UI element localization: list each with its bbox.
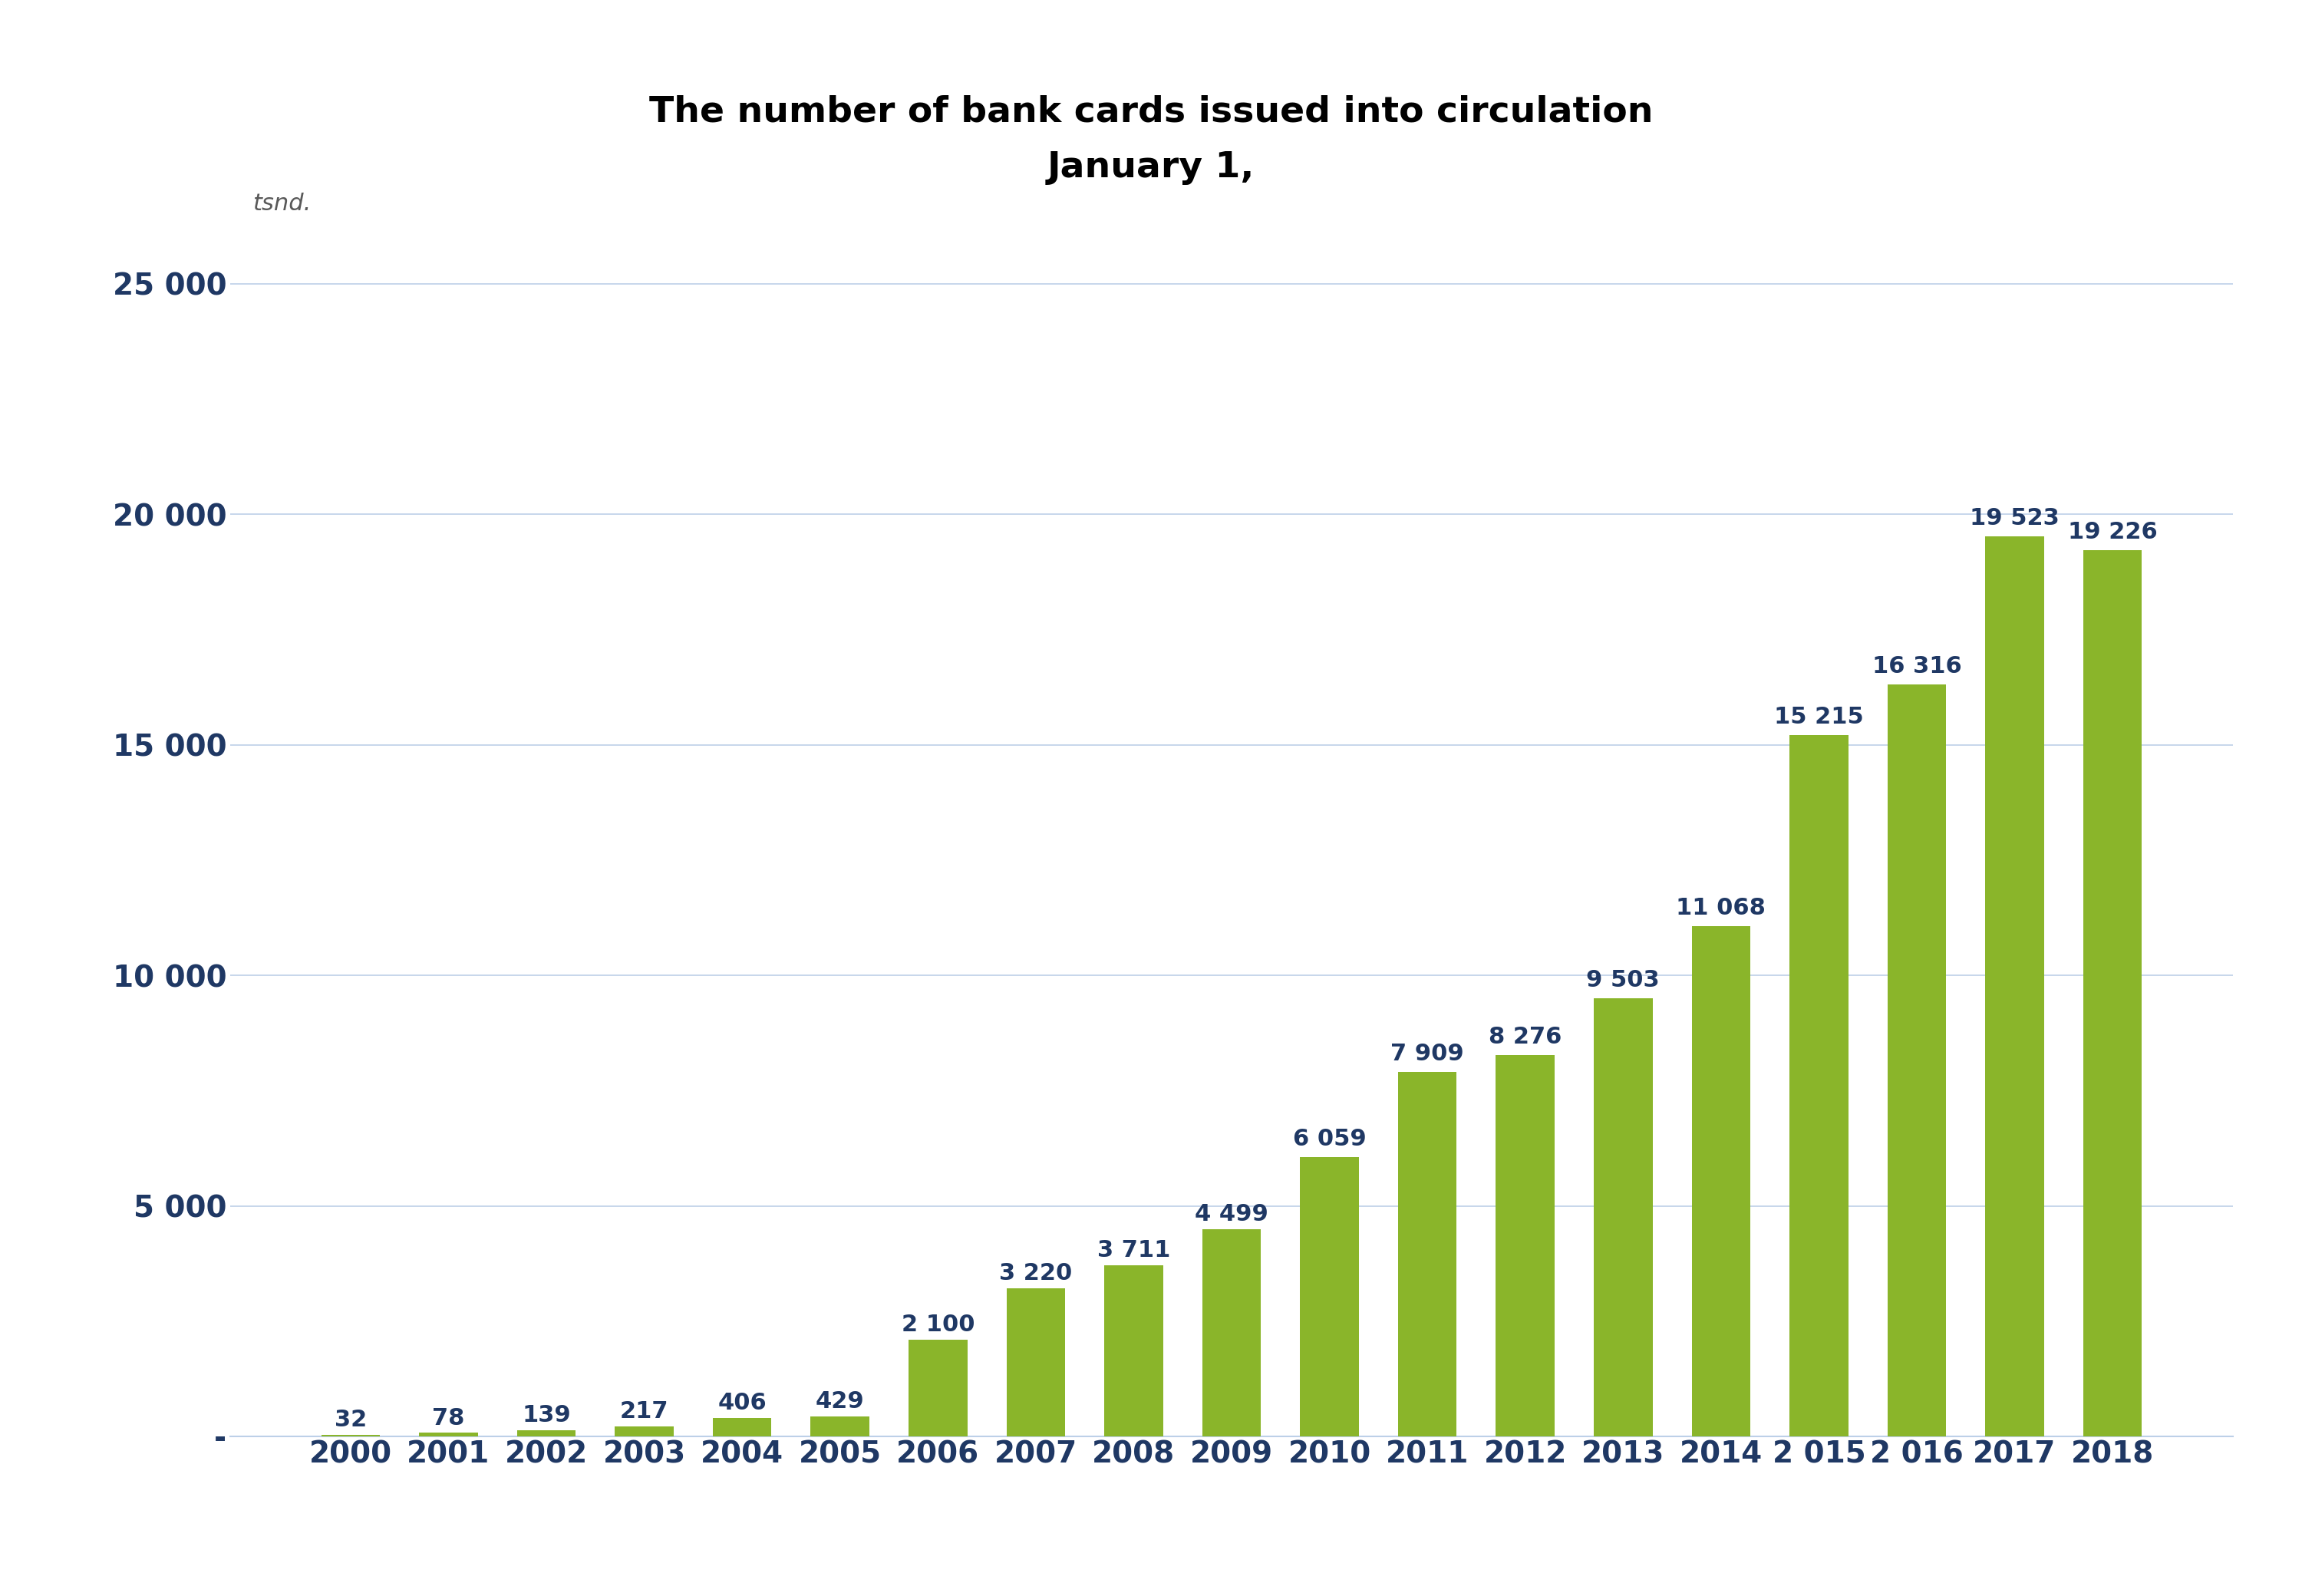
Text: 32: 32 (334, 1409, 366, 1432)
Text: 4 499: 4 499 (1195, 1203, 1268, 1226)
Text: 406: 406 (718, 1392, 767, 1414)
Bar (1593, 998, 1653, 1436)
Text: 19 226: 19 226 (2067, 520, 2157, 543)
Bar (1984, 536, 2044, 1436)
Text: January 1,: January 1, (1047, 150, 1255, 185)
Bar (1397, 1073, 1457, 1436)
Text: tsnd.: tsnd. (253, 193, 311, 214)
Bar (1006, 1288, 1066, 1436)
Text: The number of bank cards issued into circulation: The number of bank cards issued into cir… (649, 94, 1653, 129)
Bar (909, 1339, 967, 1436)
Text: 78: 78 (433, 1406, 465, 1428)
Bar (419, 1433, 479, 1436)
Bar (2083, 551, 2141, 1436)
Bar (1888, 685, 1945, 1436)
Text: 217: 217 (619, 1400, 668, 1422)
Text: 429: 429 (815, 1390, 866, 1412)
Bar (1789, 734, 1849, 1436)
Bar (518, 1430, 576, 1436)
Bar (1301, 1157, 1358, 1436)
Bar (1105, 1266, 1163, 1436)
Bar (714, 1417, 771, 1436)
Text: 19 523: 19 523 (1971, 508, 2060, 530)
Text: 3 220: 3 220 (999, 1262, 1073, 1285)
Bar (1202, 1229, 1261, 1436)
Text: 7 909: 7 909 (1390, 1042, 1464, 1065)
Text: 15 215: 15 215 (1775, 705, 1865, 728)
Text: 139: 139 (523, 1404, 571, 1427)
Text: 3 711: 3 711 (1098, 1240, 1169, 1261)
Text: 11 068: 11 068 (1676, 897, 1766, 919)
Text: 16 316: 16 316 (1872, 654, 1961, 677)
Bar (1496, 1055, 1554, 1436)
Text: 9 503: 9 503 (1586, 969, 1660, 991)
Text: 2 100: 2 100 (902, 1314, 974, 1336)
Text: 6 059: 6 059 (1294, 1128, 1365, 1151)
Text: 8 276: 8 276 (1489, 1026, 1561, 1049)
Bar (810, 1417, 870, 1436)
Bar (615, 1427, 674, 1436)
Bar (1692, 926, 1750, 1436)
